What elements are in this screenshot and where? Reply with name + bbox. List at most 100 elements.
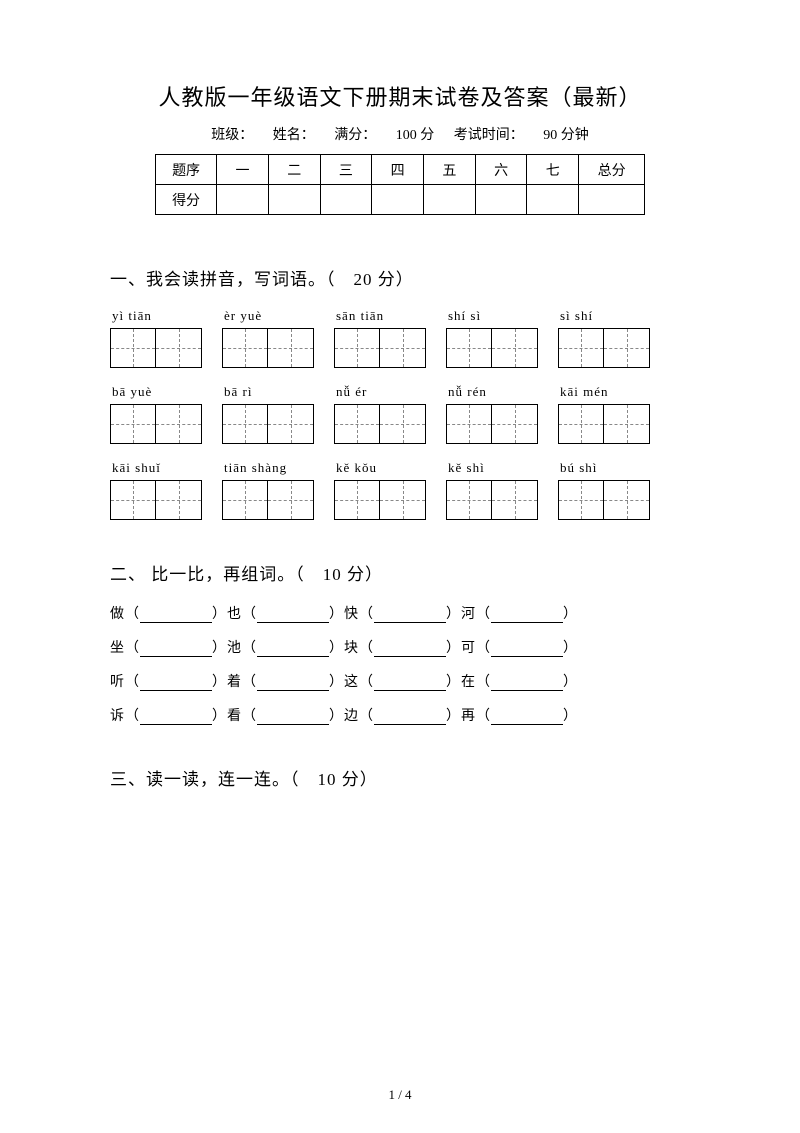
header-cell: 一 (217, 155, 269, 185)
pinyin-label-row: bā yuèbā rìnǚ érnǚ rénkāi mén (110, 384, 690, 400)
exam-info: 班级： 姓名： 满分： 100 分 考试时间： 90 分钟 (110, 124, 690, 144)
fill-blank (374, 643, 446, 657)
fill-blank (257, 609, 329, 623)
tian-box (334, 328, 426, 368)
word-item: 也（） (227, 607, 344, 622)
pinyin-label-row: kāi shuǐ tiān shàng kě kǒu kě shì bú shì (110, 460, 690, 476)
tian-box (110, 404, 202, 444)
word-item: 着（） (227, 675, 344, 690)
fill-blank (140, 609, 212, 623)
fill-blank (491, 677, 563, 691)
tian-box (446, 404, 538, 444)
pinyin-label: nǚ ér (334, 384, 426, 400)
table-row: 得分 (156, 185, 645, 215)
score-label: 满分： (334, 128, 376, 143)
word-item: 这（） (344, 675, 461, 690)
header-cell: 七 (527, 155, 579, 185)
time-label: 考试时间： (454, 128, 524, 143)
score-cell (424, 185, 476, 215)
pinyin-label: kě shì (446, 460, 538, 476)
word-item: 河（） (461, 607, 578, 622)
pinyin-label: yì tiān (110, 308, 202, 324)
fill-blank (491, 643, 563, 657)
name-label: 姓名： (273, 128, 315, 143)
tian-box (222, 480, 314, 520)
pinyin-label: sān tiān (334, 308, 426, 324)
header-cell: 总分 (579, 155, 645, 185)
header-cell: 六 (475, 155, 527, 185)
header-cell: 五 (424, 155, 476, 185)
tian-box (446, 480, 538, 520)
section-2: 二、 比一比，再组词。（ 10 分） 做（）也（）快（）河（） 坐（）池（）块（）… (110, 560, 690, 725)
pinyin-label: tiān shàng (222, 460, 314, 476)
pinyin-label-row: yì tiān èr yuè sān tiān shí sì sì shí (110, 308, 690, 324)
score-table: 题序 一 二 三 四 五 六 七 总分 得分 (155, 154, 645, 215)
score-cell (579, 185, 645, 215)
fill-blank (374, 677, 446, 691)
pinyin-label: bā yuè (110, 384, 202, 400)
score-cell (217, 185, 269, 215)
section-3: 三、读一读，连一连。（ 10 分） (110, 765, 690, 790)
word-compare-line: 听（）着（）这（）在（） (110, 671, 690, 691)
pinyin-label: shí sì (446, 308, 538, 324)
tian-box (222, 328, 314, 368)
section-title: 三、读一读，连一连。（ 10 分） (110, 765, 690, 790)
header-cell: 四 (372, 155, 424, 185)
pinyin-label: bú shì (558, 460, 650, 476)
fill-blank (374, 609, 446, 623)
pinyin-label: kāi shuǐ (110, 460, 202, 476)
word-item: 诉（） (110, 709, 227, 724)
fill-blank (374, 711, 446, 725)
tian-box (334, 404, 426, 444)
word-item: 池（） (227, 641, 344, 656)
tian-box-row (110, 328, 690, 368)
word-item: 块（） (344, 641, 461, 656)
word-item: 做（） (110, 607, 227, 622)
fill-blank (140, 711, 212, 725)
pinyin-label: kě kǒu (334, 460, 426, 476)
word-item: 听（） (110, 675, 227, 690)
tian-box (558, 404, 650, 444)
word-item: 坐（） (110, 641, 227, 656)
fill-blank (257, 711, 329, 725)
page-title: 人教版一年级语文下册期末试卷及答案（最新） (110, 80, 690, 112)
pinyin-label: sì shí (558, 308, 650, 324)
tian-box-row (110, 404, 690, 444)
score-cell (527, 185, 579, 215)
word-item: 在（） (461, 675, 578, 690)
fill-blank (491, 609, 563, 623)
word-item: 看（） (227, 709, 344, 724)
fill-blank (140, 677, 212, 691)
fill-blank (257, 643, 329, 657)
score-value: 100 分 (396, 128, 435, 143)
page-number: 1 / 4 (0, 1087, 800, 1103)
section-title: 一、我会读拼音，写词语。（ 20 分） (110, 265, 690, 290)
word-compare-line: 坐（）池（）块（）可（） (110, 637, 690, 657)
fill-blank (140, 643, 212, 657)
score-cell (268, 185, 320, 215)
tian-box (446, 328, 538, 368)
header-cell: 三 (320, 155, 372, 185)
table-row: 题序 一 二 三 四 五 六 七 总分 (156, 155, 645, 185)
header-cell: 二 (268, 155, 320, 185)
word-compare-line: 诉（）看（）边（）再（） (110, 705, 690, 725)
tian-box (558, 480, 650, 520)
section-1: 一、我会读拼音，写词语。（ 20 分） yì tiān èr yuè sān tiā… (110, 265, 690, 520)
word-compare-line: 做（）也（）快（）河（） (110, 603, 690, 623)
fill-blank (491, 711, 563, 725)
time-value: 90 分钟 (543, 128, 589, 143)
tian-box (222, 404, 314, 444)
tian-box (558, 328, 650, 368)
pinyin-label: èr yuè (222, 308, 314, 324)
word-item: 再（） (461, 709, 578, 724)
pinyin-label: nǚ rén (446, 384, 538, 400)
score-cell (320, 185, 372, 215)
word-item: 可（） (461, 641, 578, 656)
score-cell (475, 185, 527, 215)
row-label: 得分 (156, 185, 217, 215)
pinyin-label: bā rì (222, 384, 314, 400)
tian-box (334, 480, 426, 520)
section-title: 二、 比一比，再组词。（ 10 分） (110, 560, 690, 585)
class-label: 班级： (211, 128, 253, 143)
tian-box (110, 480, 202, 520)
